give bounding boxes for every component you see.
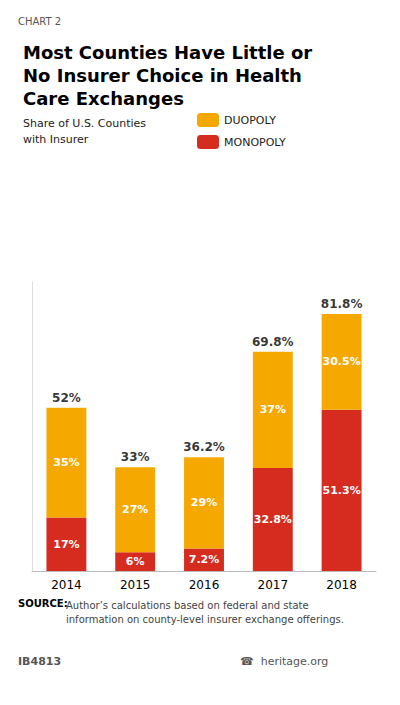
svg-text:27%: 27% xyxy=(122,503,148,516)
svg-text:2017: 2017 xyxy=(258,578,289,592)
svg-text:7.2%: 7.2% xyxy=(189,553,220,566)
svg-text:81.8%: 81.8% xyxy=(321,297,363,311)
svg-text:DUOPOLY: DUOPOLY xyxy=(224,114,276,127)
svg-text:6%: 6% xyxy=(126,555,145,568)
svg-text:Care Exchanges: Care Exchanges xyxy=(23,88,184,109)
svg-text:29%: 29% xyxy=(191,496,217,509)
svg-text:2014: 2014 xyxy=(51,578,82,592)
svg-text:☎ heritage.org: ☎ heritage.org xyxy=(240,655,328,668)
svg-text:52%: 52% xyxy=(52,391,81,405)
svg-text:33%: 33% xyxy=(121,450,150,464)
svg-text:2016: 2016 xyxy=(189,578,220,592)
svg-text:30.5%: 30.5% xyxy=(323,355,361,368)
svg-text:36.2%: 36.2% xyxy=(183,440,225,454)
svg-text:51.3%: 51.3% xyxy=(323,484,361,497)
svg-text:with Insurer: with Insurer xyxy=(23,133,89,146)
svg-text:CHART 2: CHART 2 xyxy=(18,16,61,27)
svg-text:MONOPOLY: MONOPOLY xyxy=(224,136,286,149)
svg-text:Author’s calculations based on: Author’s calculations based on federal a… xyxy=(66,600,309,611)
svg-text:Share of U.S. Counties: Share of U.S. Counties xyxy=(23,117,146,130)
svg-text:32.8%: 32.8% xyxy=(254,513,292,526)
svg-text:37%: 37% xyxy=(260,403,286,416)
svg-text:2015: 2015 xyxy=(120,578,151,592)
svg-text:Most Counties Have Little or: Most Counties Have Little or xyxy=(23,42,312,63)
svg-text:information on county-level in: information on county-level insurer exch… xyxy=(66,614,344,625)
svg-text:2018: 2018 xyxy=(326,578,357,592)
svg-text:IB4813: IB4813 xyxy=(18,655,61,668)
svg-text:69.8%: 69.8% xyxy=(252,335,294,349)
svg-text:17%: 17% xyxy=(53,538,79,551)
svg-text:No Insurer Choice in Health: No Insurer Choice in Health xyxy=(23,65,302,86)
svg-text:35%: 35% xyxy=(53,456,79,469)
svg-text:SOURCE:: SOURCE: xyxy=(18,598,68,609)
